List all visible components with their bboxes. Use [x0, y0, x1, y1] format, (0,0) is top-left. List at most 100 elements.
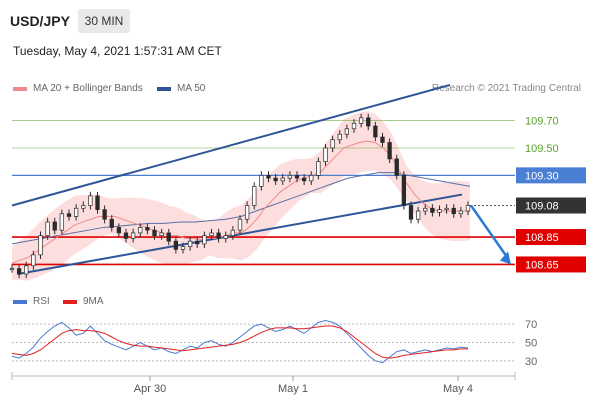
rsi-label: RSI	[33, 296, 50, 307]
price-candle	[244, 205, 250, 220]
ma50-label: MA 50	[177, 83, 206, 94]
level-tag-109.30	[516, 167, 586, 184]
level-label-109.30: 109.30	[525, 170, 559, 182]
price-candle	[152, 229, 157, 237]
price-candle	[223, 235, 228, 239]
price-candle	[16, 268, 22, 275]
price-candle	[394, 158, 399, 176]
ma50-line	[11, 172, 471, 245]
price-candle	[66, 213, 72, 217]
price-candle	[81, 205, 86, 209]
price-candle	[408, 205, 414, 220]
price-candle	[373, 125, 378, 138]
price-candle	[38, 235, 43, 256]
level-tag-108.85	[516, 229, 586, 246]
bollinger-band	[12, 111, 470, 281]
rsi-tick-label: 50	[525, 338, 537, 350]
price-candle	[202, 235, 207, 245]
price-candle	[216, 232, 221, 239]
rsi-line	[11, 319, 469, 364]
price-candle	[138, 227, 143, 234]
price-candle	[323, 147, 328, 163]
legend-rsi: RSI	[13, 296, 50, 307]
forecast-arrow-head	[500, 251, 511, 265]
ma20-label: MA 20 + Bollinger Bands	[33, 83, 143, 94]
legend-ma20: MA 20 + Bollinger Bands	[13, 83, 143, 94]
price-candle	[337, 133, 342, 141]
price-candle	[330, 139, 335, 149]
price-candle	[387, 142, 392, 160]
forecast-arrow-shaft	[469, 204, 510, 260]
price-candle	[180, 246, 186, 250]
price-candle	[301, 177, 307, 182]
price-candle	[344, 128, 350, 135]
price-candle	[195, 240, 200, 245]
price-candle	[401, 175, 407, 206]
credit-text: Research © 2021 Trading Central	[431, 83, 581, 94]
price-candle	[259, 175, 264, 187]
price-candle	[59, 213, 65, 231]
x-tick-label: May 1	[278, 383, 308, 395]
price-candle	[358, 117, 364, 124]
ma20-line	[11, 140, 470, 264]
price-candle	[423, 207, 428, 212]
price-candle	[287, 175, 293, 179]
price-candle	[173, 240, 179, 250]
price-candle	[88, 195, 93, 206]
price-candle	[102, 209, 107, 220]
price-candle	[252, 185, 257, 206]
price-candle	[73, 207, 79, 217]
price-candle	[187, 240, 193, 247]
price-candle	[209, 232, 214, 237]
price-candle	[116, 227, 122, 234]
ma50-swatch	[157, 86, 171, 91]
price-candle	[52, 221, 57, 231]
rsi-9ma-line	[11, 325, 468, 359]
price-candle	[166, 232, 171, 242]
price-candle	[45, 221, 50, 237]
level-label-109.50: 109.50	[525, 143, 559, 155]
rsi-tick-label: 70	[525, 319, 537, 331]
price-candle	[9, 268, 15, 271]
ma9-label: 9MA	[83, 296, 104, 307]
timestamp: Tuesday, May 4, 2021 1:57:31 AM CET	[13, 44, 222, 58]
price-candle	[237, 218, 243, 231]
price-candle	[465, 205, 471, 212]
ma9-swatch	[63, 299, 77, 304]
price-candle	[351, 122, 357, 130]
rsi-swatch	[13, 299, 27, 304]
level-label-108.65: 108.65	[525, 259, 559, 271]
price-candle	[366, 117, 371, 127]
price-candle	[31, 254, 36, 267]
price-candle	[24, 265, 29, 275]
price-candle	[458, 210, 464, 215]
channel-upper-line	[11, 83, 451, 207]
price-candle	[230, 229, 236, 237]
price-candle	[309, 175, 314, 182]
level-label-109.70: 109.70	[525, 116, 559, 128]
price-candle	[430, 207, 435, 213]
price-candle	[316, 161, 321, 176]
level-label-108.85: 108.85	[525, 232, 559, 244]
price-candle	[145, 227, 150, 231]
price-candle	[266, 175, 271, 179]
price-candle	[294, 175, 300, 179]
price-candle	[130, 232, 136, 239]
price-candle	[380, 136, 385, 143]
legend-9ma: 9MA	[63, 296, 104, 307]
price-candle	[415, 210, 421, 220]
price-candle	[159, 232, 164, 237]
ma20-swatch	[13, 86, 27, 91]
current-price-label: 109.08	[525, 201, 559, 213]
price-candle	[280, 177, 285, 182]
price-candle	[437, 209, 442, 213]
timeframe-badge[interactable]: 30 MIN	[78, 9, 130, 33]
current-price-tag	[516, 197, 586, 214]
price-candle	[444, 207, 449, 210]
legend-ma50: MA 50	[157, 83, 205, 94]
price-candle	[273, 177, 278, 182]
price-candle	[95, 195, 100, 210]
price-candle	[123, 232, 129, 239]
level-tag-108.65	[516, 256, 586, 273]
